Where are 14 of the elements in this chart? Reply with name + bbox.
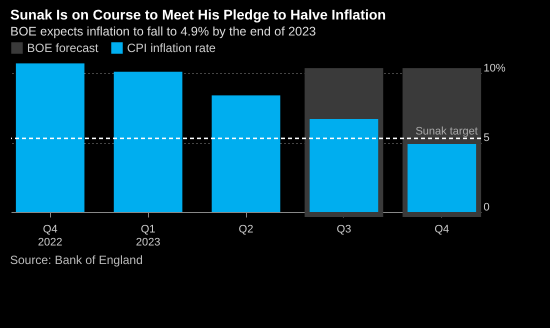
x-tick-label: Q2: [238, 224, 254, 236]
ref-line-label: Sunak target: [415, 125, 478, 138]
y-tick-label: 5: [484, 132, 490, 144]
source-note: Source: Bank of England: [9, 252, 144, 269]
x-tick-label: Q3: [336, 224, 352, 236]
x-tick-label: Q4: [434, 224, 450, 236]
chart-subtitle: BOE expects inflation to fall to 4.9% by the end of 2023: [10, 24, 316, 38]
x-tick-label: Q1 2023: [136, 224, 160, 248]
y-tick-label: 0: [484, 202, 490, 214]
chart-title: Sunak Is on Course to Meet His Pledge to Halve Inflation: [10, 6, 386, 22]
legend-label: CPI inflation rate: [127, 41, 216, 55]
y-tick-label: 10%: [484, 62, 506, 75]
x-tick-label: Q4 2022: [38, 224, 62, 248]
legend-label: BOE forecast: [27, 41, 100, 55]
